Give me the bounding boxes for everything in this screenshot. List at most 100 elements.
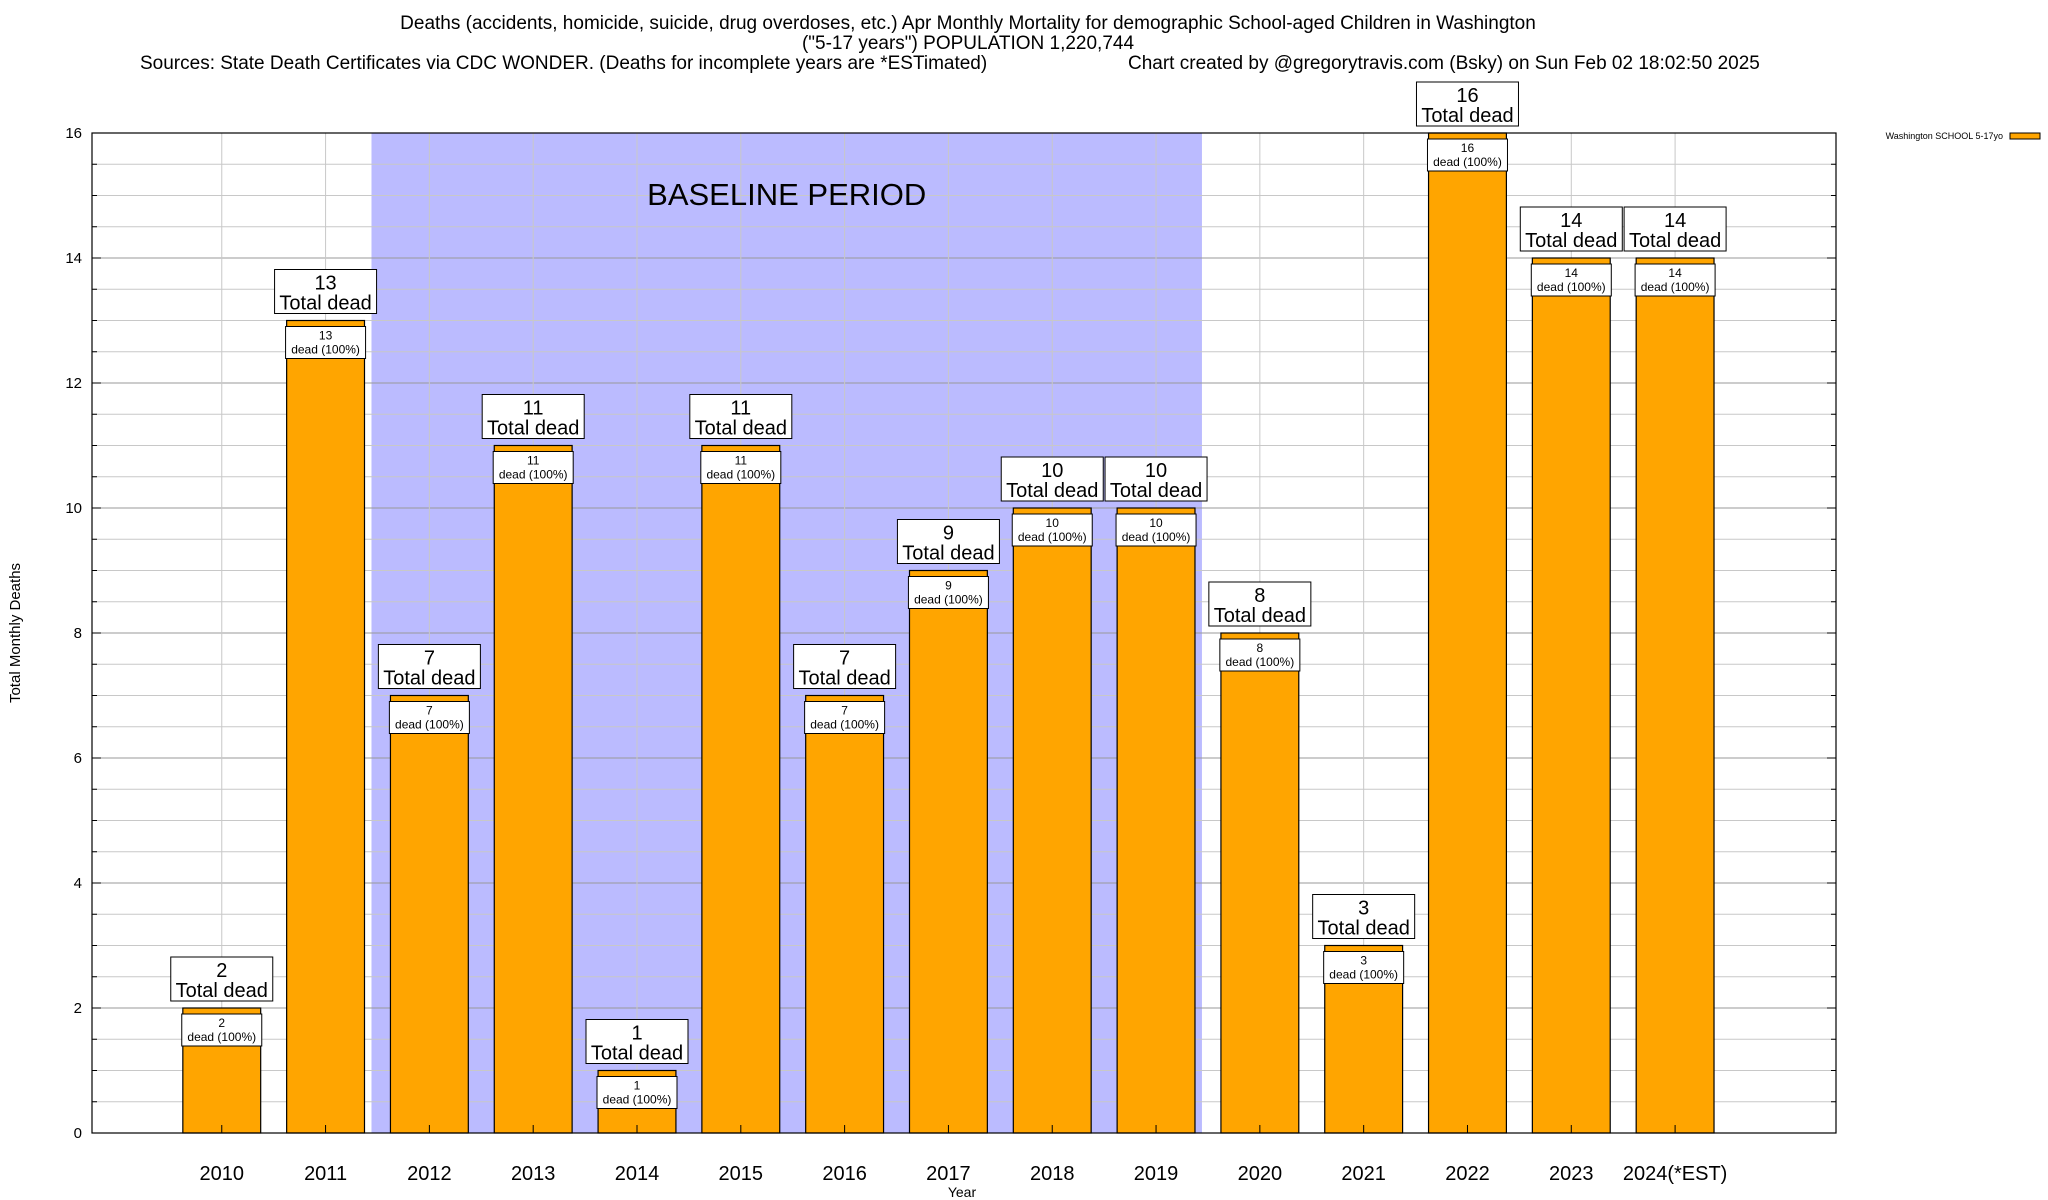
y-tick-label: 12 (65, 375, 82, 392)
bar-total-label: Total dead (1421, 105, 1513, 127)
y-tick-label: 14 (65, 250, 82, 267)
bar (701, 444, 781, 1134)
bar (1012, 507, 1092, 1134)
bar-inner-label-box (1530, 263, 1612, 297)
x-tick-label: 2020 (1238, 1163, 1283, 1185)
x-tick-label: 2013 (511, 1163, 556, 1185)
bar-total-label: Total dead (902, 543, 994, 565)
bar-inner-label: dead (100%) (914, 593, 983, 607)
bar-total-value: 2 (216, 960, 227, 982)
bar-inner-label: dead (100%) (1225, 655, 1294, 669)
bar-total-label-box (1415, 81, 1519, 127)
x-tick-label: 2011 (304, 1163, 347, 1185)
bar-total-label-box (689, 394, 793, 439)
bar-total-label: Total dead (1318, 918, 1410, 940)
bar (1635, 257, 1715, 1134)
bar-inner-label: dead (100%) (1537, 280, 1606, 294)
bar-total-value: 11 (730, 398, 751, 420)
bar-total-value: 14 (1664, 210, 1686, 232)
y-tick-label: 8 (74, 625, 82, 642)
bar-inner-label: dead (100%) (395, 718, 464, 732)
bar-inner-value: 7 (426, 704, 433, 718)
x-tick-label: 2015 (719, 1163, 764, 1185)
bar-total-label: Total dead (279, 293, 371, 315)
bar-total-label-box (481, 394, 585, 439)
bar-total-label: Total dead (1629, 230, 1721, 252)
x-tick-label: 2019 (1134, 1163, 1179, 1185)
bar-inner-label-box (804, 701, 886, 734)
y-tick-label: 2 (74, 1000, 82, 1017)
bar-inner-label: dead (100%) (1122, 530, 1191, 544)
bar-total-label-box (377, 644, 481, 689)
bar-total-label: Total dead (1525, 230, 1617, 252)
bar (1427, 132, 1508, 1134)
bar-inner-label-box (285, 326, 367, 359)
bar-total-label-box (896, 519, 1000, 564)
bar-inner-value: 3 (1360, 954, 1367, 968)
bar-total-label: Total dead (695, 418, 787, 440)
bar-inner-value: 14 (1565, 266, 1579, 280)
bar-total-label-box (1623, 206, 1727, 252)
x-tick-label: 2024(*EST) (1623, 1163, 1728, 1185)
bar-inner-value: 14 (1668, 266, 1682, 280)
bar-inner-label-box (1634, 263, 1716, 297)
bar-inner-label: dead (100%) (187, 1030, 256, 1044)
bar-inner-label-box (907, 576, 989, 609)
x-tick-label: 2014 (615, 1163, 660, 1185)
bar-total-label-box (1000, 456, 1104, 502)
chart-credit: Chart created by @gregorytravis.com (Bsk… (1128, 53, 1760, 74)
bar-inner-value: 11 (527, 454, 540, 468)
bar-inner-label-box (1323, 951, 1405, 984)
bar-total-value: 10 (1145, 460, 1167, 482)
bar-inner-value: 10 (1046, 516, 1060, 530)
bar-inner-label: dead (100%) (291, 343, 360, 357)
x-tick-label: 2017 (926, 1163, 971, 1185)
y-tick-label: 6 (74, 750, 82, 767)
bar-total-value: 16 (1456, 85, 1478, 107)
bar-inner-value: 2 (218, 1016, 225, 1030)
y-tick-label: 0 (74, 1125, 82, 1142)
bar-inner-value: 11 (735, 454, 748, 468)
bar-total-label: Total dead (176, 980, 268, 1002)
legend-label: Washington SCHOOL 5-17yo (1886, 131, 2003, 141)
bar-inner-label-box (596, 1076, 678, 1109)
bar-total-value: 13 (314, 273, 336, 295)
bar-total-value: 10 (1041, 460, 1063, 482)
bar-total-label: Total dead (383, 668, 475, 690)
bar-inner-label: dead (100%) (1018, 530, 1087, 544)
bar-inner-label: dead (100%) (1329, 968, 1398, 982)
bar-inner-label: dead (100%) (1433, 155, 1502, 169)
bar-total-label: Total dead (798, 668, 890, 690)
legend-swatch (2009, 132, 2041, 140)
bar-inner-label: dead (100%) (1641, 280, 1710, 294)
bar-inner-label: dead (100%) (603, 1093, 672, 1107)
bar-total-label: Total dead (1006, 480, 1098, 502)
bar-inner-value: 8 (1257, 641, 1264, 655)
bar-total-value: 3 (1358, 898, 1369, 920)
bar-total-label-box (1208, 581, 1312, 627)
bar-total-label-box (170, 956, 274, 1002)
bar (1531, 257, 1611, 1134)
bar-total-value: 7 (424, 648, 435, 670)
bar-inner-value: 1 (634, 1079, 641, 1093)
bar-inner-value: 7 (841, 704, 848, 718)
bar (389, 694, 469, 1134)
bar-inner-label-box (700, 451, 782, 484)
x-tick-label: 2023 (1549, 1163, 1594, 1185)
bar-inner-label: dead (100%) (810, 718, 879, 732)
bar-inner-value: 10 (1149, 516, 1163, 530)
bar-inner-label-box (181, 1013, 263, 1047)
y-axis-label: Total Monthly Deaths (7, 563, 24, 703)
plot-border (91, 132, 1837, 1134)
x-tick-label: 2018 (1030, 1163, 1075, 1185)
bar (908, 569, 988, 1134)
bar-inner-label-box (492, 451, 574, 484)
bar-inner-value: 9 (945, 579, 952, 593)
bar-total-value: 1 (631, 1023, 642, 1045)
bar (286, 319, 366, 1134)
x-tick-label: 2016 (822, 1163, 867, 1185)
bar (805, 694, 885, 1134)
bar-total-label-box (274, 269, 378, 314)
bar-total-label-box (585, 1019, 689, 1064)
